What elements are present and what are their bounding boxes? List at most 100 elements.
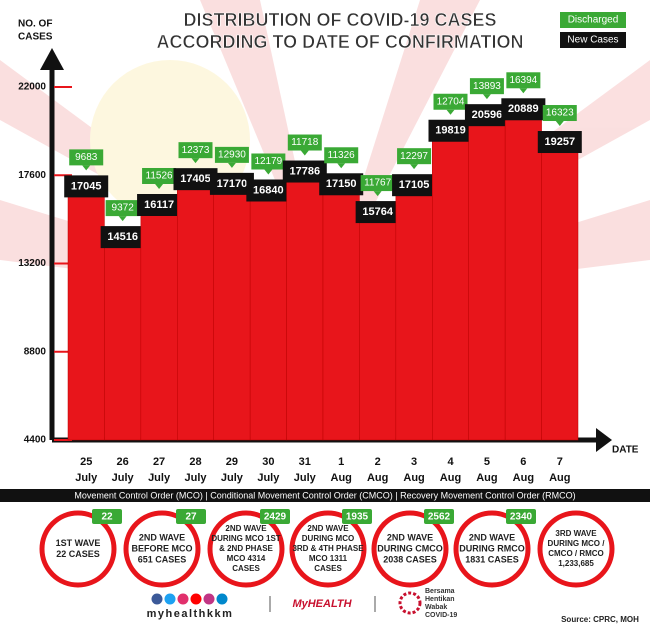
bar [395, 184, 433, 441]
discharged-box [433, 93, 468, 110]
y-axis-label: NO. OF [18, 19, 52, 30]
discharged-box [360, 175, 395, 192]
discharged-label: 12297 [400, 151, 428, 162]
x-tick-label: 25 [80, 456, 92, 468]
x-tick-label: 26 [117, 456, 129, 468]
discharged-pointer [519, 88, 528, 94]
wave-text: 2ND WAVE [225, 524, 267, 533]
wave-text: DURING MCO 1ST [211, 534, 280, 543]
wave-badge-text: 1935 [346, 512, 369, 523]
y-axis-arrow [40, 48, 64, 70]
x-axis-label: DATE [612, 445, 639, 456]
value-label: 20889 [508, 103, 539, 115]
wave-text: DURING CMCO [377, 543, 443, 553]
x-tick-label: 31 [299, 456, 311, 468]
discharged-box [105, 200, 140, 217]
y-tick-label: 8800 [24, 346, 47, 357]
x-tick-label: July [221, 472, 244, 484]
x-tick-label: July [148, 472, 171, 484]
discharged-box [324, 147, 359, 164]
wave-badge-text: 2340 [510, 512, 533, 523]
bar [504, 109, 542, 441]
discharged-label: 11526 [146, 171, 174, 182]
value-label: 14516 [107, 231, 138, 243]
wave-badge [260, 509, 290, 524]
wave-text: 3RD WAVE [555, 529, 597, 538]
discharged-label: 12930 [218, 150, 246, 161]
discharged-label: 12373 [182, 145, 210, 156]
bar [541, 141, 579, 441]
wave-badge [92, 509, 122, 524]
wave-text: DURING RMCO [459, 543, 525, 553]
value-label: 16117 [144, 199, 174, 211]
x-tick-label: Aug [331, 472, 352, 484]
social-icon [177, 593, 189, 605]
discharged-pointer [446, 109, 455, 115]
value-label-bg [537, 131, 582, 154]
value-label: 17045 [71, 180, 102, 192]
discharged-pointer [337, 163, 346, 169]
discharged-label: 9683 [75, 152, 98, 163]
x-tick-label: 6 [520, 456, 526, 468]
x-tick-label: July [257, 472, 280, 484]
x-tick-label: 2 [375, 456, 381, 468]
discharged-pointer [82, 165, 91, 171]
wave-badge-text: 2429 [264, 512, 287, 523]
bar [104, 236, 142, 441]
value-label-bg [64, 175, 109, 198]
wave-badge [342, 509, 372, 524]
x-tick-label: 30 [262, 456, 274, 468]
discharged-pointer [410, 164, 419, 170]
wave-text: DURING MCO [302, 534, 354, 543]
value-label: 17150 [326, 178, 357, 190]
x-tick-label: 29 [226, 456, 238, 468]
x-tick-label: 5 [484, 456, 490, 468]
value-label-bg [137, 193, 182, 216]
x-tick-label: Aug [367, 472, 388, 484]
x-tick-label: July [75, 472, 98, 484]
value-label-bg [209, 172, 254, 195]
value-label-bg [392, 174, 437, 197]
y-tick-label: 17600 [18, 170, 46, 181]
legend-box [560, 12, 626, 28]
value-label-bg [100, 226, 145, 249]
wave-circle [39, 510, 117, 588]
bar [140, 204, 178, 441]
wave-badge [176, 509, 206, 524]
x-axis-arrow [596, 428, 612, 452]
discharged-pointer [227, 162, 236, 168]
campaign-text: Hentikan [425, 596, 455, 603]
x-tick-label: Aug [403, 472, 424, 484]
discharged-label: 16394 [509, 75, 537, 86]
x-tick-label: 3 [411, 456, 417, 468]
x-tick-label: 1 [338, 456, 344, 468]
discharged-pointer [191, 158, 200, 164]
wave-text: 1,233,685 [558, 559, 594, 568]
social-icon [151, 593, 163, 605]
wave-text: 22 CASES [56, 549, 100, 559]
discharged-box [506, 72, 541, 89]
discharged-box [469, 78, 504, 95]
bar [177, 178, 214, 441]
wave-text: BEFORE MCO [131, 543, 192, 553]
title-line: ACCORDING TO DATE OF CONFIRMATION [157, 32, 524, 52]
legend-label: New Cases [567, 35, 618, 46]
discharged-label: 11767 [364, 178, 392, 189]
wave-text: MCO 4314 [227, 554, 266, 563]
wave-text: 2ND WAVE [469, 532, 515, 542]
value-label-bg [355, 201, 400, 224]
discharged-box [542, 105, 577, 122]
value-label-bg [428, 119, 473, 142]
footer-brand: MyHEALTH [292, 598, 352, 610]
x-tick-label: Aug [549, 472, 570, 484]
discharged-label: 11718 [291, 137, 319, 148]
discharged-pointer [482, 94, 491, 100]
value-label-bg [464, 104, 509, 127]
wave-badge [424, 509, 454, 524]
footer-handle: myhealthkkm [147, 608, 234, 620]
x-tick-label: Aug [440, 472, 461, 484]
x-tick-label: July [184, 472, 207, 484]
x-tick-label: 4 [447, 456, 454, 468]
discharged-pointer [373, 191, 382, 197]
discharged-box [397, 148, 432, 165]
